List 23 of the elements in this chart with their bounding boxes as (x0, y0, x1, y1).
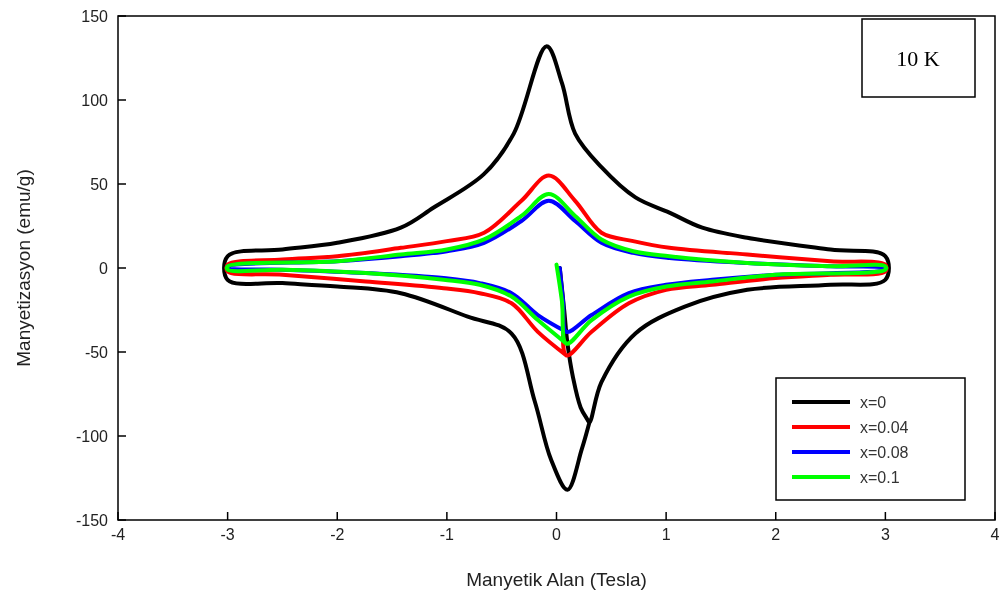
y-tick-label: 150 (81, 8, 109, 25)
x-tick-label: -4 (110, 526, 126, 543)
x-tick-label: -1 (439, 526, 455, 543)
y-tick-label: -150 (75, 512, 109, 529)
legend-label: x=0.04 (860, 419, 909, 436)
x-tick-label: 3 (880, 526, 890, 543)
x-tick-label: -3 (220, 526, 235, 543)
x-tick-label: 1 (661, 526, 671, 543)
legend-label: x=0 (860, 394, 887, 411)
x-tick-label: 2 (771, 526, 781, 543)
y-tick-label: -100 (75, 428, 109, 445)
x-tick-label: 4 (990, 526, 1000, 543)
y-tick-label: -50 (84, 344, 109, 361)
legend-label: x=0.08 (860, 444, 909, 461)
x-tick-label: 0 (552, 526, 562, 543)
y-axis-title: Manyetizasyon (emu/g) (13, 169, 34, 367)
y-tick-label: 50 (90, 176, 109, 193)
annotation: 10 K (896, 46, 940, 71)
x-axis-title: Manyetik Alan (Tesla) (466, 569, 647, 590)
legend-label: x=0.1 (860, 469, 900, 486)
y-tick-label: 0 (99, 260, 109, 277)
y-tick-label: 100 (81, 92, 109, 109)
x-tick-label: -2 (330, 526, 345, 543)
